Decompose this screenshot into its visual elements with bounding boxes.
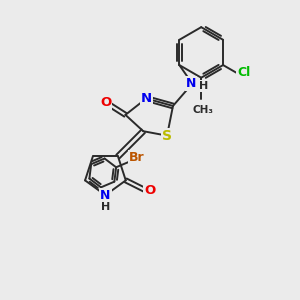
Text: CH₃: CH₃: [192, 105, 213, 116]
Text: N: N: [100, 189, 111, 202]
Text: H: H: [101, 202, 110, 212]
Text: Cl: Cl: [237, 66, 250, 79]
Text: N: N: [141, 92, 152, 105]
Text: S: S: [162, 129, 172, 143]
Text: Br: Br: [129, 151, 145, 164]
Text: H: H: [199, 81, 208, 91]
Text: O: O: [145, 184, 156, 197]
Text: N: N: [186, 77, 196, 90]
Text: O: O: [100, 96, 111, 109]
